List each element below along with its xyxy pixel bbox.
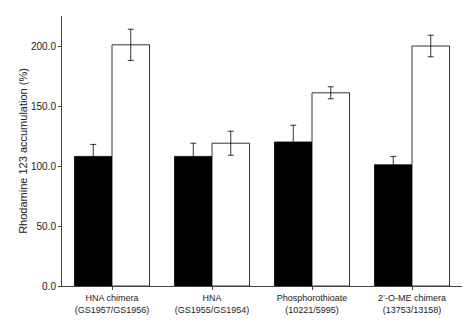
svg-text:Rhodamine 123 accumulation (%): Rhodamine 123 accumulation (%) [17,68,29,234]
svg-text:HNA(GS1955/GS1954): HNA(GS1955/GS1954) [175,293,250,315]
svg-text:200.0: 200.0 [31,41,56,52]
svg-text:2’-O-ME chimera(13753/13158): 2’-O-ME chimera(13753/13158) [378,293,446,315]
svg-text:HNA chimera(GS1957/GS1956): HNA chimera(GS1957/GS1956) [75,293,150,315]
svg-text:0.0: 0.0 [42,281,56,292]
svg-text:50.0: 50.0 [37,221,57,232]
svg-text:100.0: 100.0 [31,161,56,172]
svg-text:150.0: 150.0 [31,101,56,112]
svg-text:Phosphorothioate(10221/5995): Phosphorothioate(10221/5995) [277,293,348,315]
